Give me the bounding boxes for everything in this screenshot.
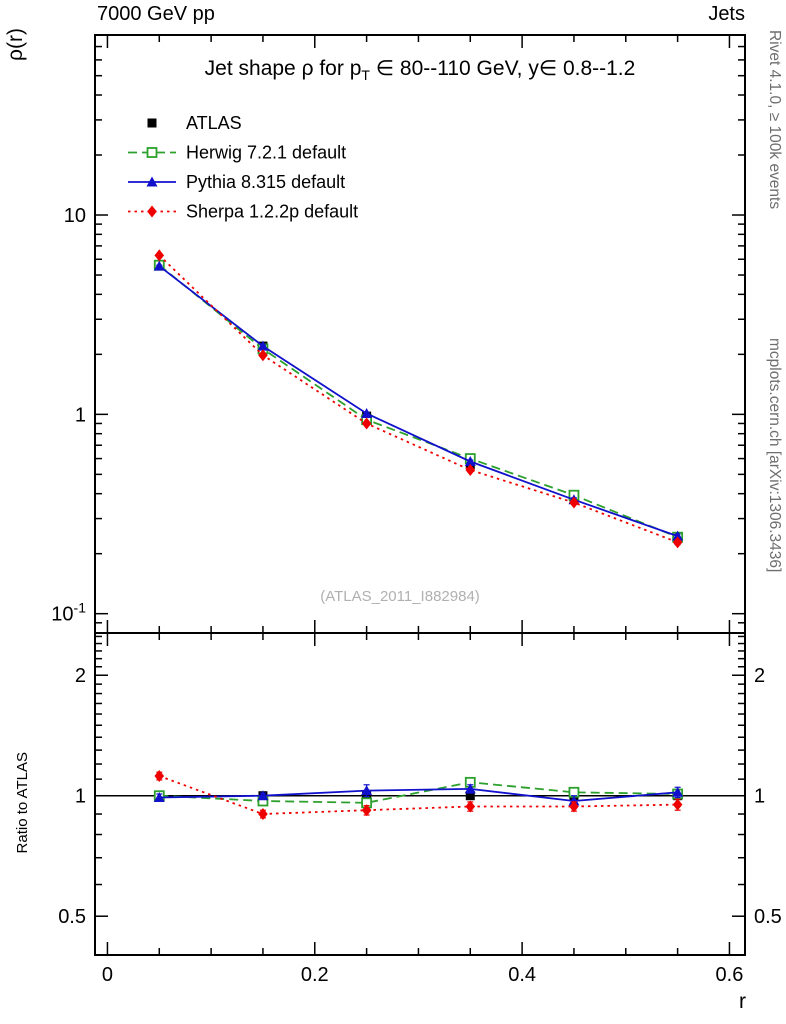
svg-text:Pythia 8.315 default: Pythia 8.315 default — [186, 172, 345, 192]
svg-text:0.5: 0.5 — [754, 906, 782, 928]
svg-text:ATLAS: ATLAS — [186, 113, 242, 133]
plot-title: Jet shape ρ for pT ∈ 80--110 GeV, y∈ 0.8… — [204, 57, 636, 84]
rivet-version-note: Rivet 4.1.0, ≥ 100k events — [766, 30, 783, 210]
svg-text:1: 1 — [754, 786, 765, 808]
svg-text:1: 1 — [75, 404, 86, 426]
svg-text:Sherpa 1.2.2p default: Sherpa 1.2.2p default — [186, 202, 358, 222]
svg-text:10-1: 10-1 — [51, 600, 86, 626]
svg-text:0: 0 — [102, 964, 113, 986]
header-beam-energy: 7000 GeV pp — [97, 3, 215, 25]
svg-text:2: 2 — [75, 665, 86, 687]
mcplots-reference-note: mcplots.cern.ch [arXiv:1306.3436] — [766, 338, 783, 573]
svg-text:Herwig 7.2.1 default: Herwig 7.2.1 default — [186, 143, 346, 163]
x-axis-label: r — [739, 990, 746, 1013]
svg-text:1: 1 — [75, 786, 86, 808]
header-analysis-group: Jets — [708, 3, 745, 25]
svg-text:0.5: 0.5 — [58, 906, 86, 928]
svg-text:2: 2 — [754, 665, 765, 687]
svg-text:10: 10 — [64, 205, 86, 227]
svg-text:0.6: 0.6 — [716, 964, 744, 986]
analysis-id-watermark: (ATLAS_2011_I882984) — [320, 588, 480, 605]
svg-text:0.4: 0.4 — [508, 964, 536, 986]
svg-text:0.2: 0.2 — [301, 964, 329, 986]
